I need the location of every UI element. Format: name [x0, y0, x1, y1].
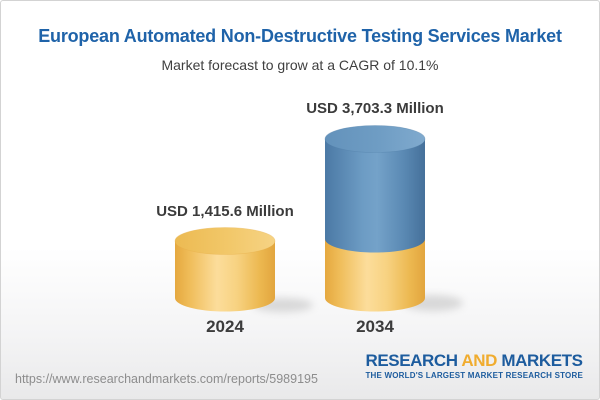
chart-subtitle: Market forecast to grow at a CAGR of 10.… [161, 57, 439, 73]
bar-2034-base-segment [325, 239, 425, 312]
logo-word-and: AND [461, 351, 498, 370]
bar-2024-cylinder [174, 227, 276, 312]
logo-word-markets: MARKETS [501, 351, 583, 370]
chart-title: European Automated Non-Destructive Testi… [38, 26, 562, 46]
logo-wordmark: RESEARCH AND MARKETS [365, 352, 583, 369]
bar-2034-growth-segment [325, 139, 425, 253]
bar-2034-cylinder [324, 125, 426, 312]
category-label-2024: 2024 [206, 317, 244, 336]
research-and-markets-logo: RESEARCH AND MARKETS THE WORLD'S LARGEST… [365, 352, 583, 380]
value-label-2034: USD 3,703.3 Million [306, 100, 444, 117]
logo-word-research: RESEARCH [365, 351, 458, 370]
category-label-2034: 2034 [356, 317, 394, 336]
value-label-2024: USD 1,415.6 Million [156, 203, 294, 220]
logo-tagline: THE WORLD'S LARGEST MARKET RESEARCH STOR… [365, 371, 583, 380]
report-url: https://www.researchandmarkets.com/repor… [15, 372, 318, 386]
